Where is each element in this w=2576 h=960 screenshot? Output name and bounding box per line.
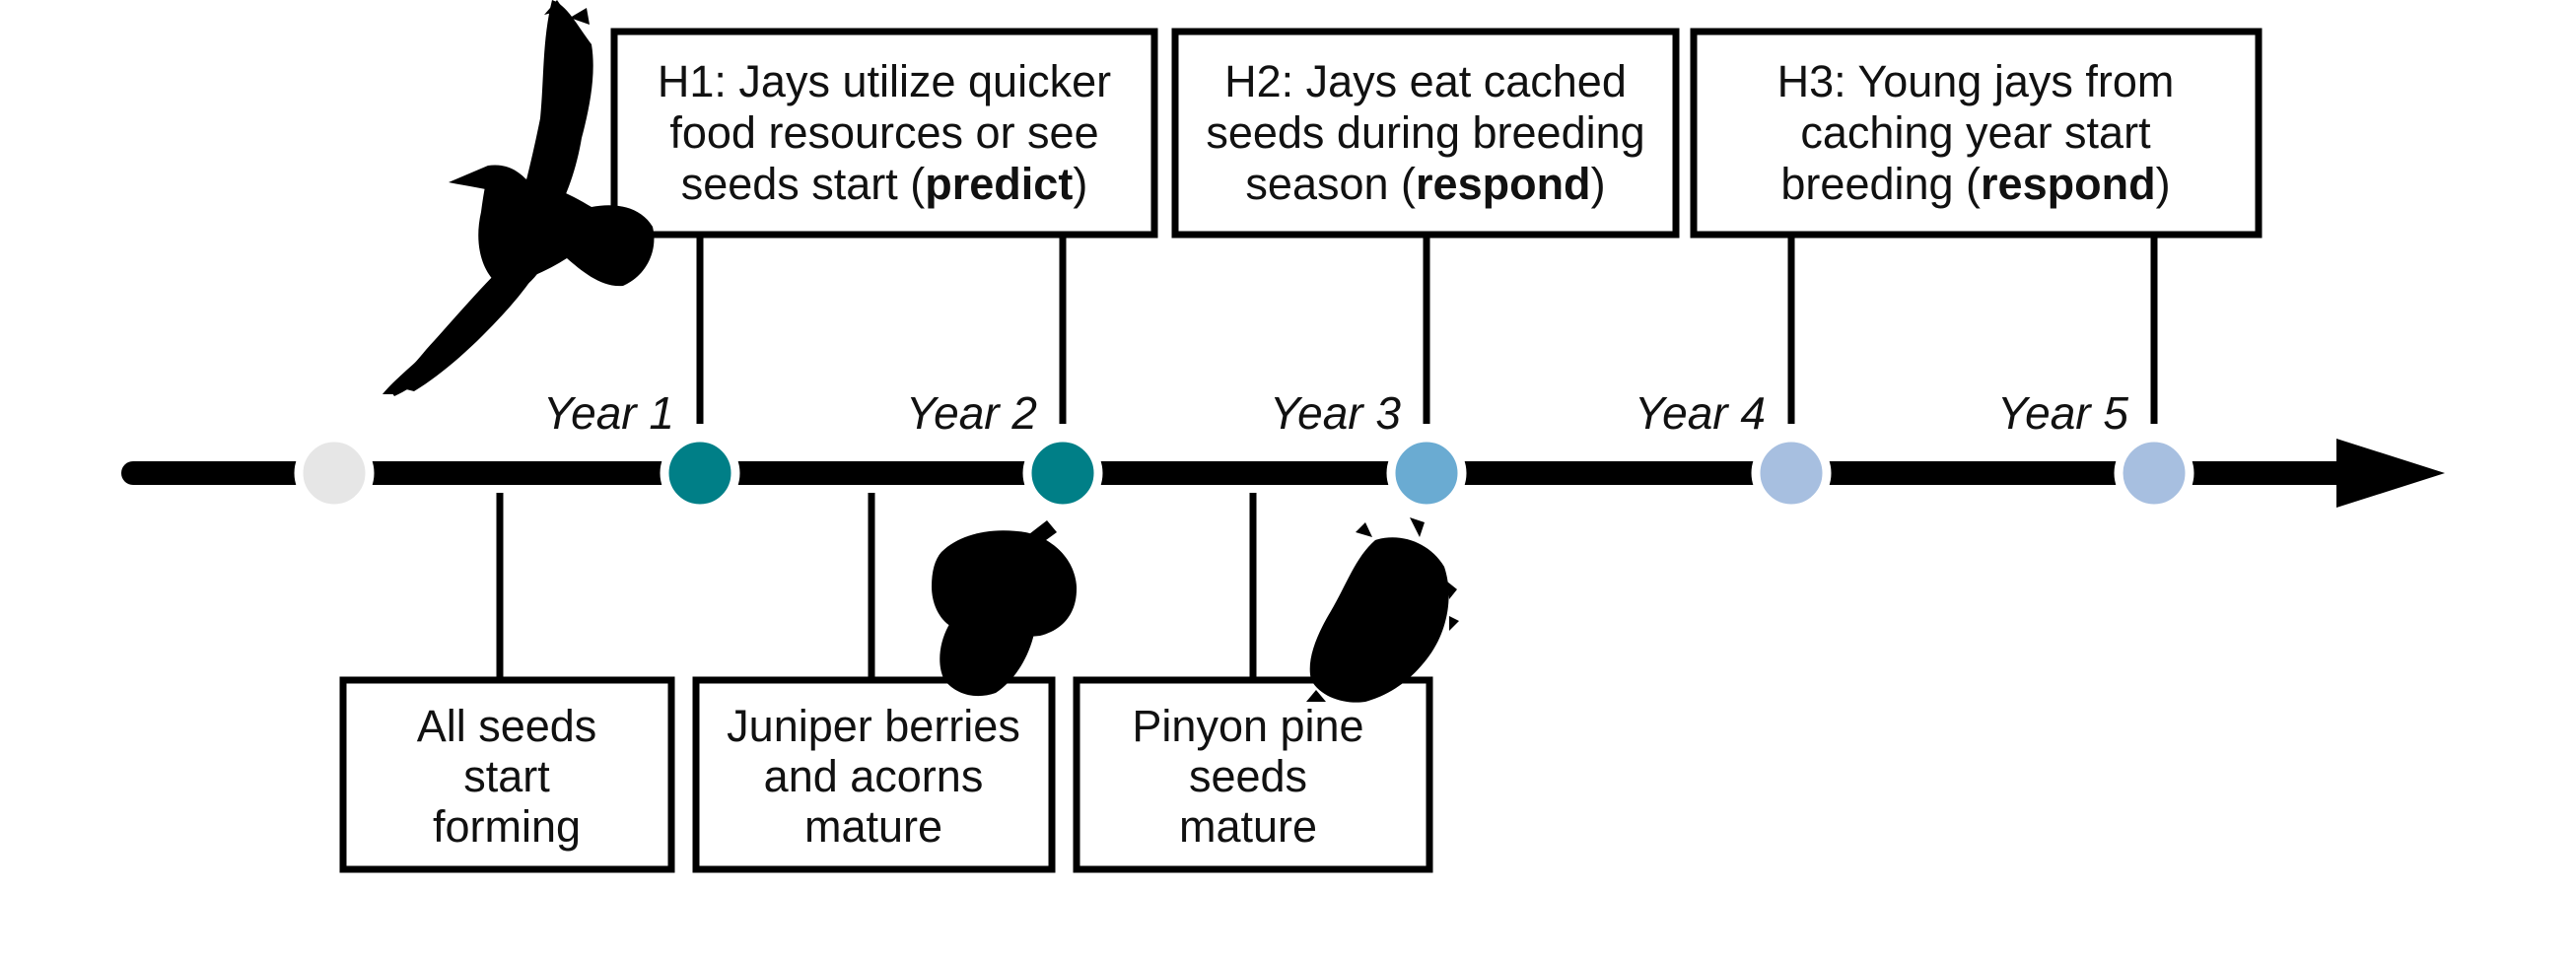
year-label-1: Year 1 — [543, 387, 674, 439]
e1-line-3: forming — [433, 801, 581, 852]
e3-line-3: mature — [1179, 801, 1317, 852]
e1-line-1: All seeds — [417, 701, 597, 751]
e1-line-2: start — [463, 751, 550, 801]
acorn-icon — [932, 520, 1078, 697]
h1-line-3: seeds start (predict) — [681, 159, 1088, 209]
e2-line-1: Juniper berries — [727, 701, 1020, 751]
timeline-arrowhead — [2336, 439, 2445, 508]
event-box-e2: Juniper berries and acorns mature — [692, 676, 1056, 873]
event-box-e3: Pinyon pine seeds mature — [1073, 676, 1433, 873]
node-year-5 — [2114, 433, 2194, 514]
pine-cone-icon — [1306, 517, 1459, 703]
year-label-5: Year 5 — [1997, 387, 2128, 439]
h2-line-1: H2: Jays eat cached — [1224, 56, 1627, 106]
e3-line-1: Pinyon pine — [1132, 701, 1363, 751]
hypothesis-box-h3: H3: Young jays from caching year start b… — [1690, 28, 2263, 239]
e2-line-2: and acorns — [764, 751, 984, 801]
year-label-4: Year 4 — [1635, 387, 1766, 439]
year-label-2: Year 2 — [906, 387, 1037, 439]
hypothesis-box-h1: H1: Jays utilize quicker food resources … — [610, 28, 1158, 239]
h2-line-2: seeds during breeding — [1206, 107, 1644, 158]
node-year-3 — [1386, 433, 1467, 514]
h3-line-3: breeding (respond) — [1780, 159, 2170, 209]
e3-line-2: seeds — [1189, 751, 1307, 801]
h3-line-2: caching year start — [1800, 107, 2151, 158]
h1-line-2: food resources or see — [669, 107, 1098, 158]
node-year-2 — [1022, 433, 1103, 514]
year-label-3: Year 3 — [1270, 387, 1401, 439]
e2-line-3: mature — [804, 801, 942, 852]
jay-silhouette-icon — [383, 0, 655, 396]
h2-line-3: season (respond) — [1245, 159, 1605, 209]
hypothesis-box-h2: H2: Jays eat cached seeds during breedin… — [1171, 28, 1680, 239]
h3-line-1: H3: Young jays from — [1777, 56, 2175, 106]
h1-line-1: H1: Jays utilize quicker — [658, 56, 1111, 106]
event-box-e1: All seeds start forming — [339, 676, 675, 873]
node-start — [294, 433, 375, 514]
node-year-4 — [1751, 433, 1832, 514]
node-year-1 — [660, 433, 740, 514]
